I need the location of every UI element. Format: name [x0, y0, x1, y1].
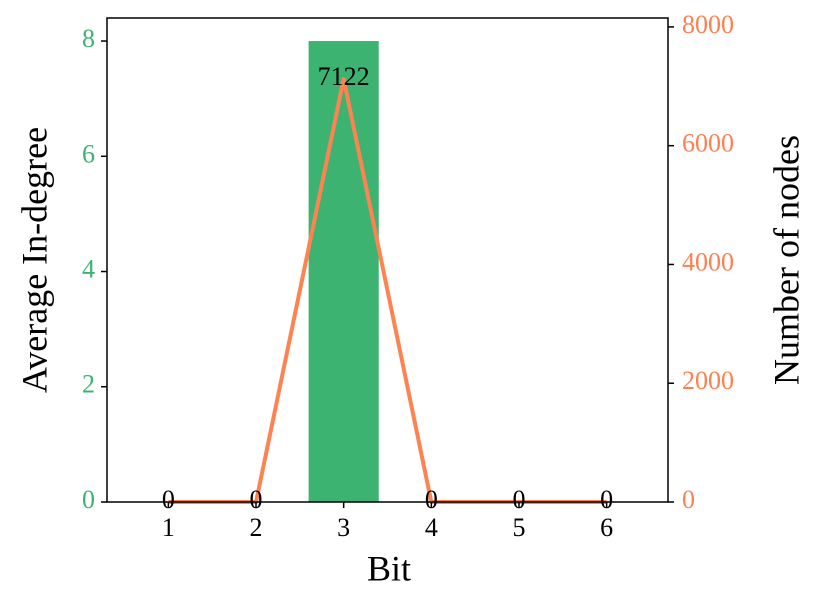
data-label: 0 — [512, 485, 525, 514]
y2-tick-label: 4000 — [682, 247, 734, 276]
x-tick-label: 5 — [512, 513, 525, 542]
line — [168, 77, 607, 504]
y2-tick-label: 6000 — [682, 129, 734, 158]
y-tick-label: 4 — [82, 254, 95, 283]
data-label: 0 — [250, 485, 263, 514]
x-tick-label: 6 — [600, 513, 613, 542]
plot-frame — [106, 17, 669, 503]
y-tick-label: 8 — [82, 24, 95, 53]
x-tick-label: 4 — [425, 513, 438, 542]
data-label: 0 — [425, 485, 438, 514]
data-label: 0 — [162, 485, 175, 514]
data-label: 7122 — [318, 62, 370, 91]
y-tick-label: 0 — [82, 485, 95, 514]
y-tick-label: 2 — [82, 370, 95, 399]
x-tick-label: 2 — [250, 513, 263, 542]
bar — [308, 41, 379, 503]
data-label: 0 — [600, 485, 613, 514]
y2-tick-label: 8000 — [682, 10, 734, 39]
y-tick-label: 6 — [82, 139, 95, 168]
x-tick-label: 1 — [162, 513, 175, 542]
y2-tick-label: 2000 — [682, 366, 734, 395]
y2-tick-label: 0 — [682, 485, 695, 514]
y-axis-label: Average In-degree — [14, 127, 54, 393]
y2-axis-label: Number of nodes — [766, 135, 806, 385]
x-axis-label: Bit — [367, 548, 411, 588]
x-tick-label: 3 — [337, 513, 350, 542]
